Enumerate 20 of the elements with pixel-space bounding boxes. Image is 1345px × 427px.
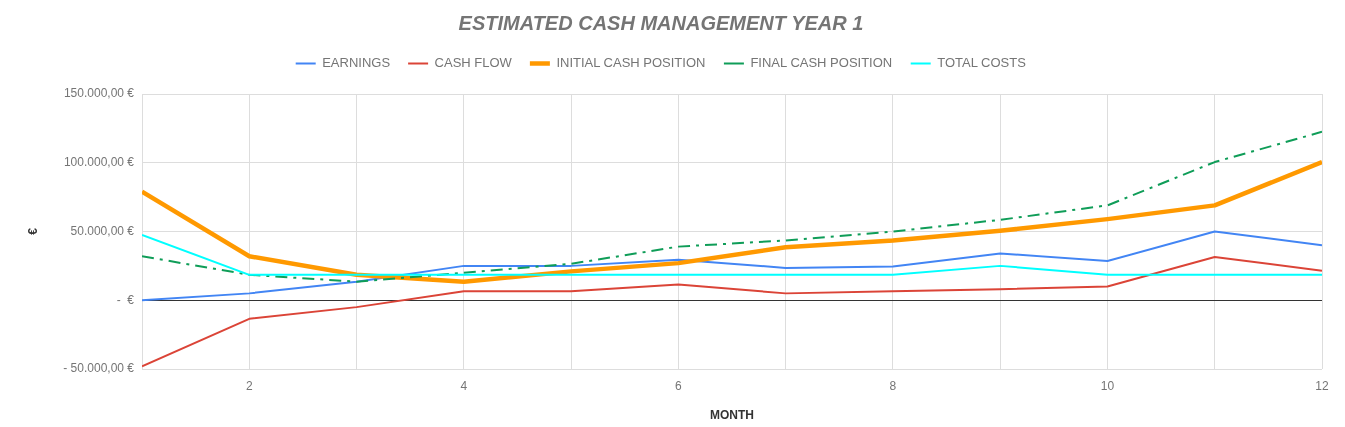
y-tick-label: - € [116, 292, 135, 307]
x-tick-label: 10 [1100, 378, 1115, 393]
x-tick-label: 8 [889, 378, 897, 393]
x-tick-label: 6 [675, 378, 683, 393]
chart-title: ESTIMATED CASH MANAGEMENT YEAR 1 [458, 11, 864, 34]
x-tick-label: 4 [460, 378, 468, 393]
y-tick-label: 50.000,00 € [70, 223, 135, 238]
x-tick-label: 12 [1315, 378, 1329, 393]
x-tick-label: 2 [245, 378, 253, 393]
y-tick-label: - 50.000,00 € [63, 361, 135, 376]
x-axis-title: MONTH [710, 408, 754, 423]
y-axis-title: € [25, 227, 40, 235]
y-tick-label: 150.000,00 € [63, 86, 135, 101]
legend-label: EARNINGS [322, 55, 391, 71]
legend-label: CASH FLOW [434, 55, 513, 71]
y-tick-label: 100.000,00 € [63, 155, 135, 170]
line-series [142, 130, 1322, 283]
legend-label: FINAL CASH POSITION [750, 55, 893, 71]
legend-label: INITIAL CASH POSITION [556, 55, 706, 71]
legend-label: TOTAL COSTS [937, 55, 1027, 71]
